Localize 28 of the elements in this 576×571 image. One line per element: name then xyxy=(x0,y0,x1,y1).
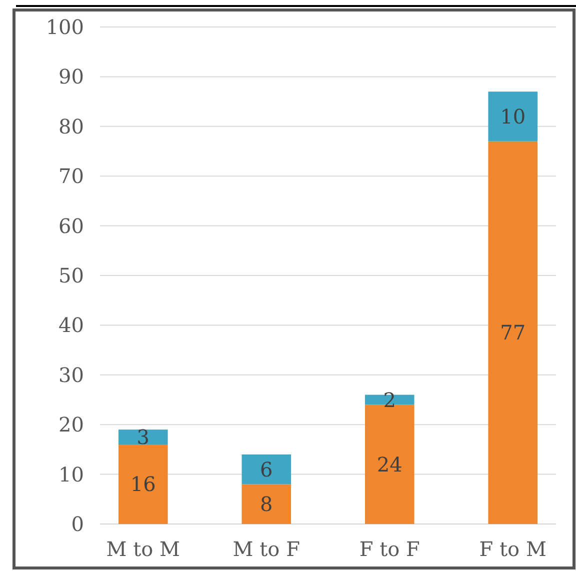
bar xyxy=(118,444,168,524)
y-tick-label: 80 xyxy=(58,114,84,138)
x-tick-label: F to M xyxy=(479,537,546,561)
y-tick-label: 10 xyxy=(58,462,84,486)
y-tick-label: 60 xyxy=(58,214,84,238)
y-tick-label: 40 xyxy=(58,313,84,338)
x-tick-label: M to F xyxy=(232,537,300,561)
bar xyxy=(242,484,292,524)
y-tick-label: 0 xyxy=(71,512,84,536)
y-tick-label: 100 xyxy=(46,15,84,39)
y-tick-label: 90 xyxy=(58,64,84,89)
data-label: 6 xyxy=(260,457,273,482)
bar xyxy=(488,92,538,142)
x-tick-label: M to M xyxy=(106,537,180,561)
bar xyxy=(242,454,292,484)
data-label: 77 xyxy=(500,320,526,345)
data-label: 10 xyxy=(500,104,526,128)
y-tick-label: 20 xyxy=(58,412,84,437)
data-label: 3 xyxy=(136,425,150,450)
y-tick-label: 70 xyxy=(58,164,84,188)
data-label: 16 xyxy=(130,472,156,496)
data-label: 8 xyxy=(260,492,273,516)
y-tick-label: 50 xyxy=(58,264,84,288)
bar xyxy=(488,141,538,524)
y-tick-label: 30 xyxy=(58,362,84,387)
data-label: 24 xyxy=(376,452,402,476)
bar xyxy=(118,430,168,444)
x-tick-label: F to F xyxy=(359,537,420,561)
